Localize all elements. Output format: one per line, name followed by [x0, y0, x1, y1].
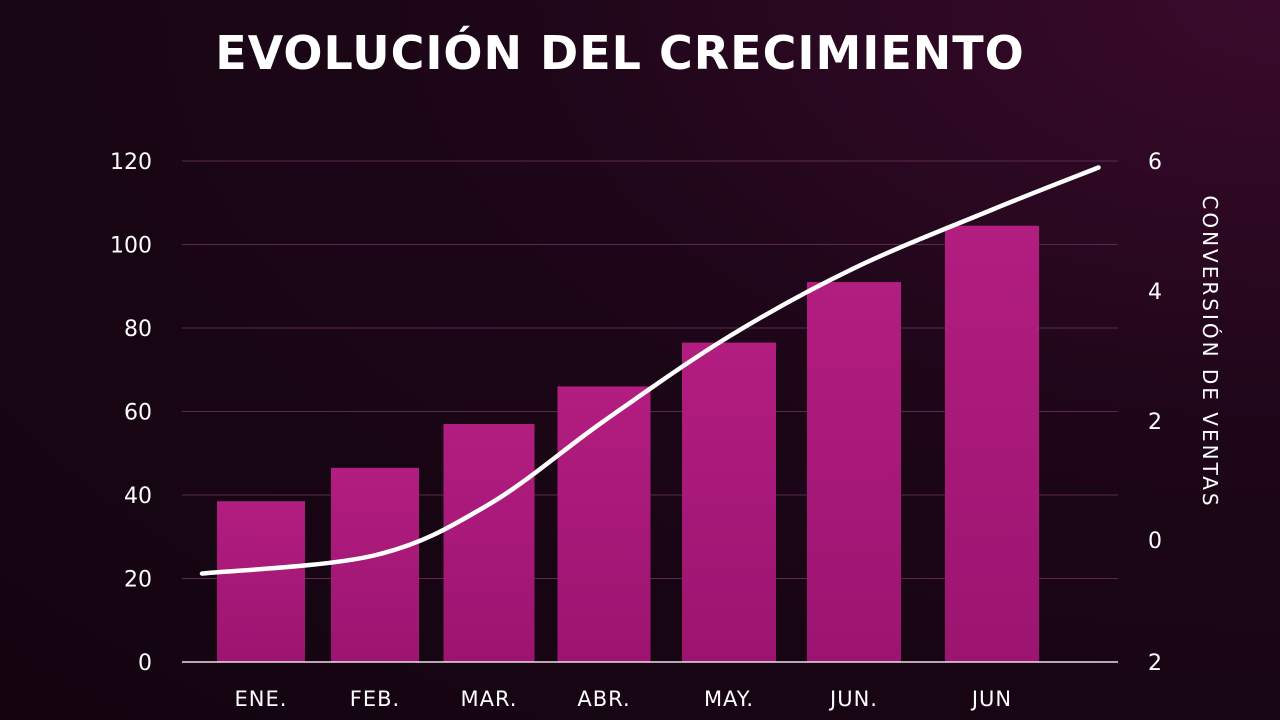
x-tick-label: ENE. [235, 687, 288, 711]
x-tick-label: MAY. [704, 687, 754, 711]
bar [331, 467, 419, 662]
x-tick-label: ABR. [577, 687, 630, 711]
right-tick-label: 6 [1148, 150, 1162, 175]
left-tick-label: 100 [110, 234, 152, 259]
right-tick-label: 0 [1148, 529, 1162, 554]
bar [945, 225, 1039, 662]
right-axis-title: CONVERSIÓN DE VENTAS [1198, 195, 1222, 508]
x-tick-label: JUN [970, 687, 1012, 711]
x-tick-label: FEB. [350, 687, 400, 711]
x-tick-label: JUN. [828, 687, 878, 711]
x-tick-label: MAR. [460, 687, 517, 711]
bar [807, 282, 901, 662]
bar [557, 386, 651, 662]
left-tick-label: 80 [124, 317, 152, 342]
left-tick-label: 120 [110, 150, 152, 175]
right-tick-label: 2 [1148, 410, 1162, 435]
left-axis-ticks: 0 20 40 60 80 100 120 [110, 150, 152, 676]
right-tick-label: 4 [1148, 280, 1162, 305]
bar [443, 424, 535, 662]
chart-title: EVOLUCIÓN DEL CRECIMIENTO [215, 26, 1025, 80]
bar-series [217, 225, 1039, 662]
left-tick-label: 60 [124, 401, 152, 426]
right-tick-label: 2 [1148, 651, 1162, 676]
bar [217, 501, 305, 662]
left-tick-label: 40 [124, 484, 152, 509]
conversion-line [199, 165, 1101, 576]
x-axis-labels: ENE. FEB. MAR. ABR. MAY. JUN. JUN [235, 687, 1012, 711]
left-tick-label: 20 [124, 568, 152, 593]
left-tick-label: 0 [138, 651, 152, 676]
line-series [199, 165, 1101, 576]
bar [682, 342, 776, 662]
right-axis-ticks: 6 4 2 0 2 [1148, 150, 1162, 676]
